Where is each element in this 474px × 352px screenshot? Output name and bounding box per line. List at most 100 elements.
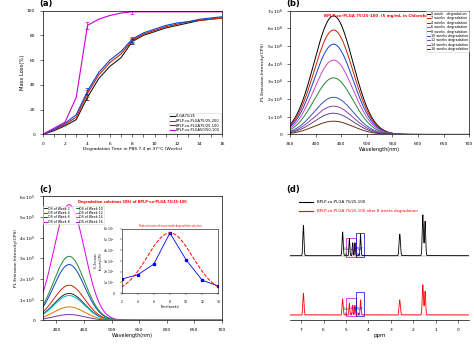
14 weeks degradation	[334, 111, 339, 115]
PLGA75/25	[174, 23, 180, 27]
Line: 10 weeks degradation: 10 weeks degradation	[290, 97, 469, 134]
14 weeks degradation	[330, 111, 336, 115]
Line: BPLP-co-PLGA75/25-200: BPLP-co-PLGA75/25-200	[43, 18, 222, 134]
Text: BPLP-co-PLGA 75/25-100: BPLP-co-PLGA 75/25-100	[317, 200, 365, 204]
2 weeks  degradation	[407, 132, 413, 137]
14 weeks degradation	[393, 132, 399, 137]
PLGA75/25	[40, 132, 46, 137]
6 weeks  degradation	[422, 132, 428, 137]
12 weeks degradation	[287, 130, 293, 134]
14 weeks degradation	[369, 129, 374, 133]
8 weeks  degradation	[319, 85, 325, 89]
BPLP-co-PLGA50/50-100	[152, 10, 157, 14]
DS of Week 16	[146, 318, 151, 322]
DS of Week 8	[121, 318, 127, 322]
DS of Week 6	[160, 318, 165, 322]
0 week   degradation	[407, 132, 413, 137]
DS of Week 2	[175, 318, 181, 322]
BPLP-co-PLGA50/50-100	[163, 10, 169, 14]
Line: PLGA75/25: PLGA75/25	[43, 18, 222, 134]
6 weeks  degradation	[330, 58, 336, 62]
Line: BPLP-co-PLGA75/25-100: BPLP-co-PLGA75/25-100	[43, 17, 222, 134]
DS of Week 8	[86, 268, 92, 272]
DS of Week 12	[219, 318, 225, 322]
DS of Week 8	[66, 202, 72, 207]
BPLP-co-PLGA75/25-100	[96, 70, 101, 75]
DS of Week 4	[86, 303, 92, 307]
Text: BPLP-co-PLGA 75/25-100 after 8 weeks degradation: BPLP-co-PLGA 75/25-100 after 8 weeks deg…	[317, 209, 418, 213]
PLGA75/25	[51, 128, 57, 133]
DS of Week 6	[86, 294, 92, 298]
16 weeks degradation	[287, 131, 293, 136]
12 weeks degradation	[330, 104, 336, 108]
BPLP-co-PLGA75/25-200	[152, 28, 157, 32]
12 weeks degradation	[319, 109, 325, 113]
BPLP-co-PLGA75/25-200	[73, 115, 79, 119]
DS of Week 4	[219, 318, 225, 322]
0 week   degradation	[422, 132, 428, 137]
BPLP-co-PLGA75/25-200	[51, 127, 57, 132]
DS of Week 14	[146, 318, 151, 322]
DS of Week 4	[160, 318, 165, 322]
2 weeks  degradation	[287, 124, 293, 128]
BPLP-co-PLGA75/25-200	[208, 17, 214, 21]
PLGA75/25	[152, 30, 157, 34]
PLGA75/25	[129, 39, 135, 44]
DS of Week 4	[146, 318, 151, 322]
0 week   degradation	[334, 15, 339, 19]
4 weeks  degradation	[393, 132, 399, 136]
6 weeks  degradation	[369, 121, 374, 125]
12 weeks degradation	[334, 104, 339, 108]
DS of Week 4	[175, 318, 181, 322]
2 weeks  degradation	[334, 29, 339, 33]
DS of Week 6	[121, 318, 127, 322]
DS of Week 4	[121, 318, 127, 322]
DS of Week 12	[175, 318, 181, 322]
Text: (c): (c)	[39, 185, 52, 194]
DS of Week 8	[175, 318, 181, 322]
Line: 8 weeks  degradation: 8 weeks degradation	[290, 78, 469, 134]
10 weeks degradation	[393, 132, 399, 136]
DS of Week 14	[66, 305, 72, 309]
Text: BPLP: BPLP	[354, 247, 363, 255]
14 weeks degradation	[422, 132, 428, 137]
12 weeks degradation	[422, 132, 428, 137]
DS of Week 10	[40, 303, 46, 308]
6 weeks  degradation	[319, 70, 325, 75]
Bar	[346, 238, 356, 257]
DS of Week 6	[72, 266, 78, 270]
BPLP-co-PLGA50/50-100	[85, 23, 91, 27]
6 weeks  degradation	[393, 132, 399, 136]
Line: DS of Week 12: DS of Week 12	[43, 296, 222, 320]
BPLP-co-PLGA50/50-100	[118, 11, 124, 15]
DS of Week 2	[160, 318, 165, 322]
DS of Week 12	[86, 307, 92, 312]
PLGA75/25	[141, 33, 146, 37]
4 weeks  degradation	[422, 132, 428, 137]
Text: GA: GA	[349, 306, 355, 314]
BPLP-co-PLGA75/25-200	[96, 73, 101, 77]
PLGA75/25	[219, 16, 225, 20]
BPLP-co-PLGA75/25-100	[40, 132, 46, 137]
BPLP-co-PLGA75/25-200	[40, 132, 46, 137]
BPLP-co-PLGA75/25-100	[107, 58, 113, 62]
Text: (d): (d)	[286, 185, 300, 194]
DS of Week 16	[219, 318, 225, 322]
10 weeks degradation	[334, 96, 339, 100]
4 weeks  degradation	[369, 119, 374, 123]
DS of Week 12	[66, 294, 72, 298]
PLGA75/25	[208, 17, 214, 21]
Bar	[356, 233, 364, 257]
16 weeks degradation	[422, 132, 428, 137]
Line: 12 weeks degradation: 12 weeks degradation	[290, 106, 469, 134]
Line: DS of Week 4: DS of Week 4	[43, 285, 222, 320]
10 weeks degradation	[422, 132, 428, 137]
BPLP-co-PLGA75/25-100	[185, 20, 191, 24]
DS of Week 14	[175, 318, 181, 322]
Line: 2 weeks  degradation: 2 weeks degradation	[290, 30, 469, 134]
4 weeks  degradation	[287, 125, 293, 129]
BPLP-co-PLGA75/25-200	[174, 22, 180, 26]
DS of Week 16	[160, 318, 165, 322]
DS of Week 2	[66, 291, 72, 296]
BPLP-co-PLGA50/50-100	[51, 126, 57, 130]
